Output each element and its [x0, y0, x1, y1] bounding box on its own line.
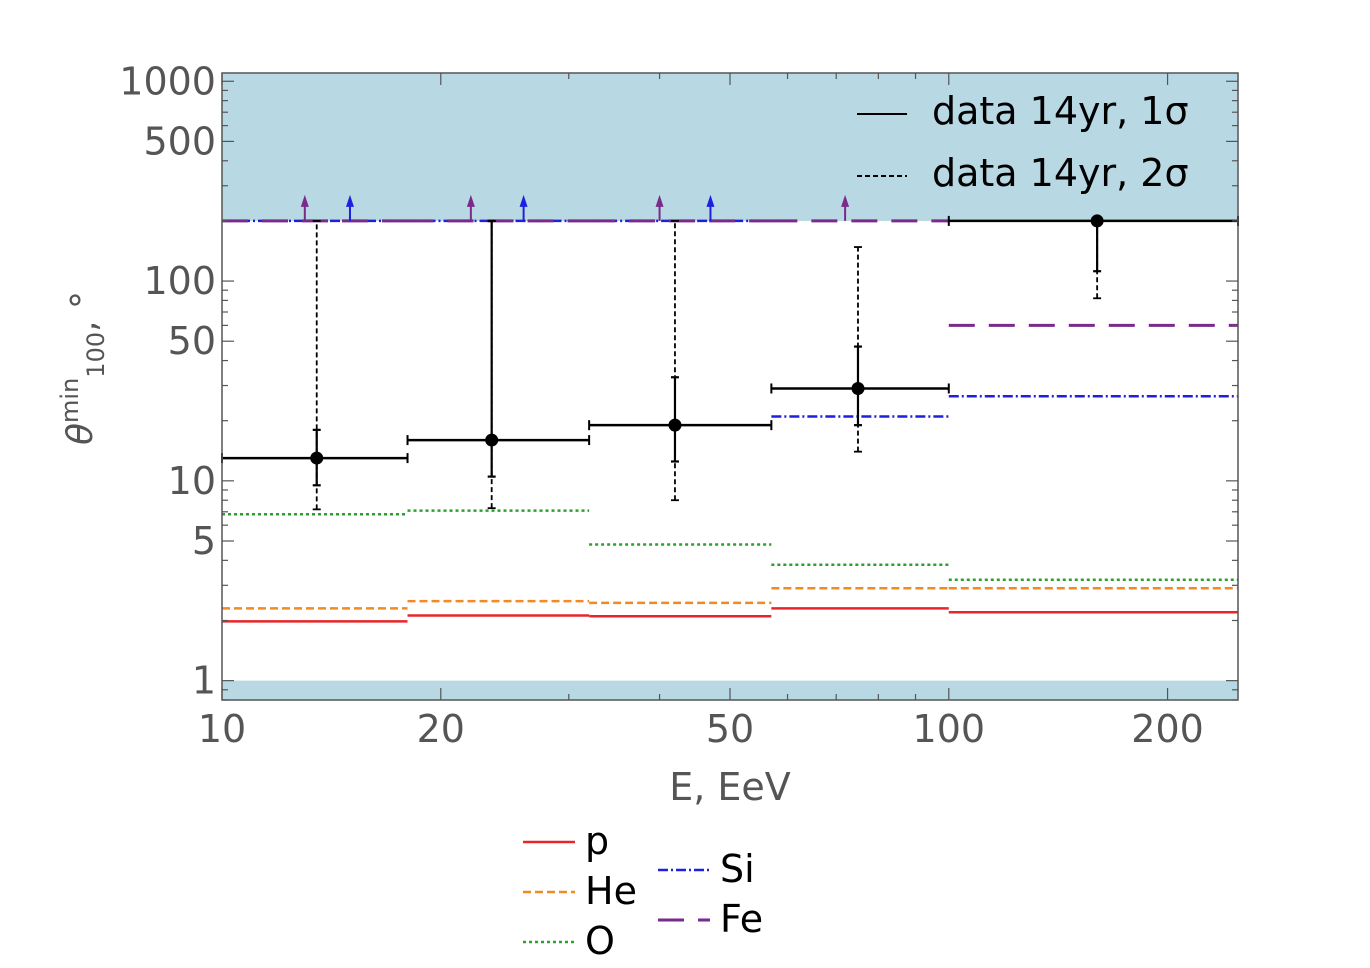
inset-legend-label-1: data 14yr, 1σ — [932, 89, 1189, 133]
legend-label-fe: Fe — [720, 897, 763, 941]
series-he — [222, 587, 1238, 610]
legend-label-he: He — [585, 869, 637, 913]
y-label-suffix: , ° — [64, 291, 105, 332]
shaded-region-1 — [222, 73, 1238, 221]
limit-arrow-head — [519, 194, 528, 207]
data-marker — [851, 381, 865, 395]
legend-label-p: p — [585, 819, 609, 863]
limit-arrow-fe-1 — [300, 194, 309, 221]
limit-arrow-si-6 — [706, 194, 715, 221]
data-marker — [668, 418, 682, 432]
limit-arrow-head — [841, 194, 850, 207]
x-axis-label: E, EeV — [669, 765, 791, 809]
x-tick-label: 10 — [198, 707, 246, 751]
limit-arrow-si-4 — [519, 194, 528, 221]
inset-legend: data 14yr, 1σ data 14yr, 2σ — [857, 89, 1189, 195]
y-label-sub: 100 — [82, 332, 110, 378]
data-point-4 — [770, 246, 950, 453]
y-tick-label: 50 — [168, 319, 216, 363]
x-tick-label: 50 — [706, 707, 754, 751]
y-label-sup: min — [56, 378, 84, 423]
y-axis-label: θmin100, ° — [56, 291, 110, 445]
data-marker — [485, 433, 499, 447]
data-marker — [1090, 214, 1104, 228]
series-fe — [222, 219, 1238, 327]
limit-arrow-head — [655, 194, 664, 207]
limit-arrow-fe-5 — [655, 194, 664, 221]
x-tick-label: 100 — [913, 707, 986, 751]
limit-arrow-si-2 — [345, 194, 354, 221]
data-point-2 — [406, 219, 591, 510]
y-tick-label: 1000 — [119, 59, 216, 103]
y-ticks: 1 5 10 50 100 500 1000 — [119, 59, 1238, 703]
y-tick-label: 1 — [192, 659, 216, 703]
legend-label-si: Si — [720, 847, 755, 891]
data-marker — [310, 451, 324, 465]
y-tick-label: 500 — [143, 119, 216, 163]
series-si — [222, 219, 1238, 418]
y-tick-label: 10 — [168, 459, 216, 503]
data-point-1 — [221, 220, 409, 511]
data-point-5 — [947, 214, 1239, 300]
series-legend: p He O Si Fe — [523, 819, 763, 963]
limit-arrow-head — [300, 194, 309, 207]
data-point-3 — [588, 220, 773, 502]
x-tick-label: 200 — [1131, 707, 1204, 751]
series-o — [222, 509, 1238, 581]
limit-arrow-fe-7 — [841, 194, 850, 221]
legend-label-o: O — [585, 919, 615, 963]
limit-arrow-head — [466, 194, 475, 207]
limit-arrow-head — [345, 194, 354, 207]
inset-legend-label-2: data 14yr, 2σ — [932, 151, 1189, 195]
x-tick-label: 20 — [417, 707, 465, 751]
x-ticks: 10 20 50 100 200 — [198, 73, 1204, 751]
limit-arrow-head — [706, 194, 715, 207]
series-p — [222, 607, 1238, 623]
y-tick-label: 5 — [192, 519, 216, 563]
y-tick-label: 100 — [143, 259, 216, 303]
model-series — [222, 194, 1238, 623]
svg-text:θmin100, °: θmin100, ° — [56, 291, 110, 445]
y-label-base: θ — [60, 423, 101, 445]
limit-arrow-fe-3 — [466, 194, 475, 221]
data-points — [221, 214, 1239, 511]
